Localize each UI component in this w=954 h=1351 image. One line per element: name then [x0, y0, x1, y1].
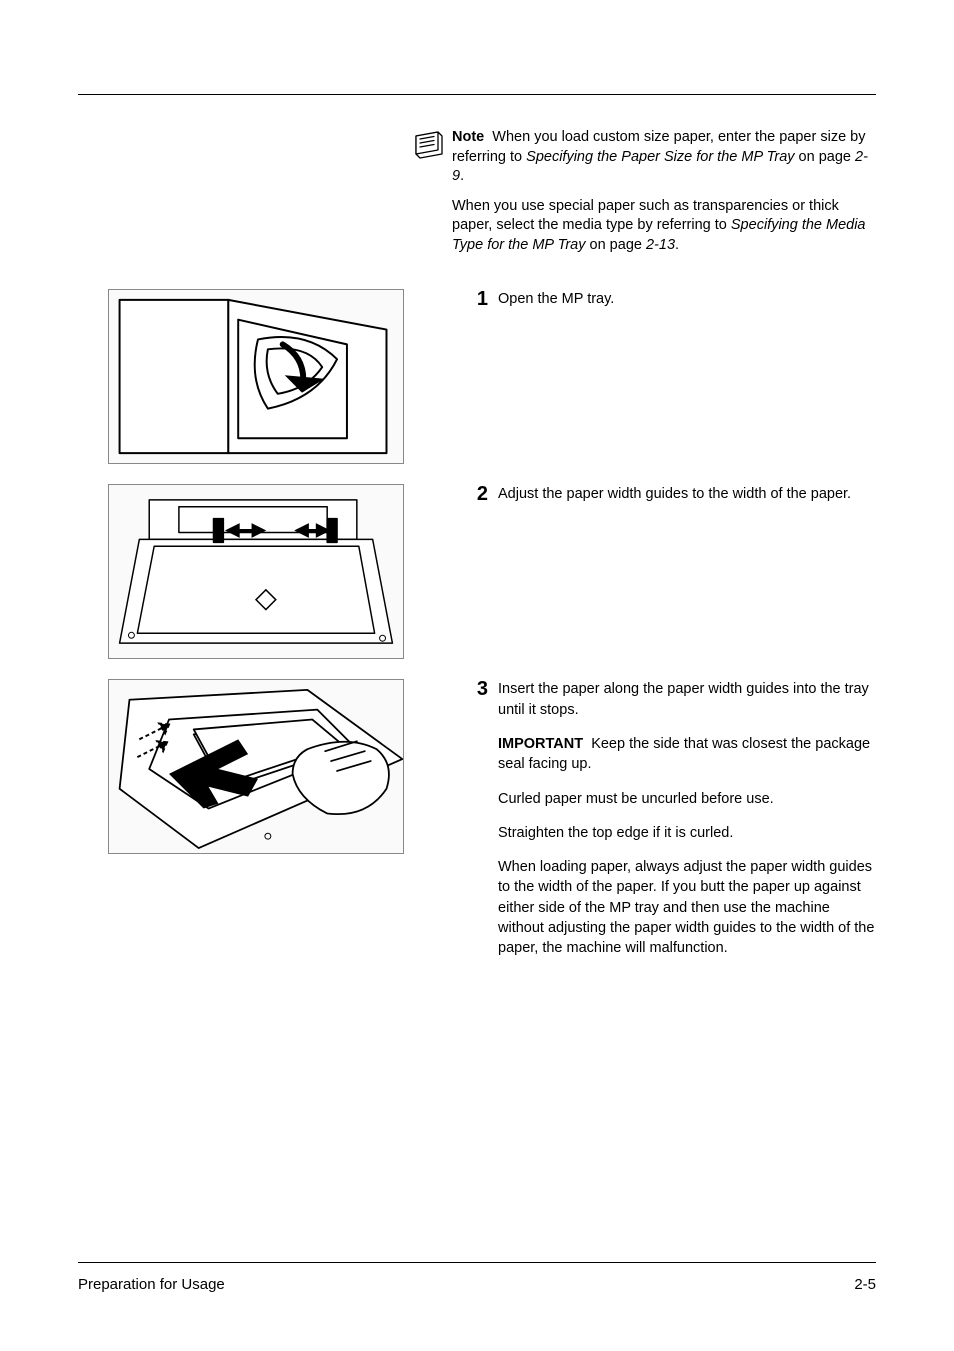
- step-3-p1: Insert the paper along the paper width g…: [498, 679, 876, 720]
- footer-left: Preparation for Usage: [78, 1276, 225, 1293]
- footer-rule: [78, 1262, 876, 1263]
- step-2-p: Adjust the paper width guides to the wid…: [498, 484, 851, 504]
- page: Note When you load custom size paper, en…: [0, 0, 954, 1351]
- step-2-text: Adjust the paper width guides to the wid…: [498, 484, 851, 518]
- footer: Preparation for Usage 2-5: [78, 1276, 876, 1293]
- note-p1-link: Specifying the Paper Size for the MP Tra…: [526, 149, 794, 165]
- step-2: 2 Adjust the paper width guides to the w…: [78, 484, 876, 659]
- note-block: Note When you load custom size paper, en…: [408, 128, 876, 265]
- note-icon: [408, 130, 446, 160]
- step-1-p: Open the MP tray.: [498, 289, 614, 309]
- content-area: Note When you load custom size paper, en…: [78, 128, 876, 973]
- note-label: Note: [452, 129, 484, 145]
- note-text: Note When you load custom size paper, en…: [452, 128, 876, 265]
- step-2-figure: [108, 484, 404, 659]
- step-3-p5: When loading paper, always adjust the pa…: [498, 857, 876, 958]
- step-3-p3: Curled paper must be uncurled before use…: [498, 789, 876, 809]
- step-3-text: Insert the paper along the paper width g…: [498, 679, 876, 972]
- step-3: 3 Insert the paper along the paper width…: [78, 679, 876, 972]
- note-p1b: on page: [795, 149, 855, 165]
- note-p2-ref: 2-13: [646, 237, 675, 253]
- note-p2c: .: [675, 237, 679, 253]
- note-p2b: on page: [586, 237, 646, 253]
- note-p1c: .: [460, 168, 464, 184]
- step-2-num: 2: [464, 484, 488, 504]
- step-2-body: 2 Adjust the paper width guides to the w…: [464, 484, 876, 518]
- step-3-p4: Straighten the top edge if it is curled.: [498, 823, 876, 843]
- step-3-body: 3 Insert the paper along the paper width…: [464, 679, 876, 972]
- step-1: 1 Open the MP tray.: [78, 289, 876, 464]
- step-1-figure: [108, 289, 404, 464]
- step-1-body: 1 Open the MP tray.: [464, 289, 876, 323]
- step-3-important-label: IMPORTANT: [498, 736, 583, 752]
- footer-right: 2-5: [854, 1276, 876, 1293]
- step-1-text: Open the MP tray.: [498, 289, 614, 323]
- step-1-num: 1: [464, 289, 488, 309]
- step-3-figure: [108, 679, 404, 854]
- step-3-num: 3: [464, 679, 488, 699]
- header-rule: [78, 94, 876, 95]
